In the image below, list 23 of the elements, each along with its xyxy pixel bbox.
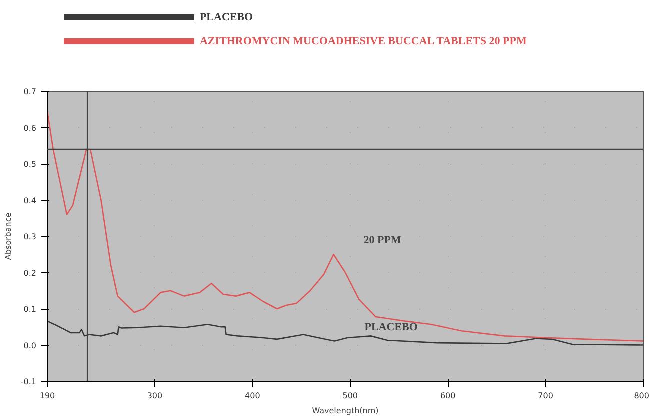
annotation: PLACEBO bbox=[364, 321, 418, 334]
x-tick-label: 190 bbox=[40, 392, 56, 400]
x-axis-title: Wavelength(nm) bbox=[312, 406, 379, 416]
x-tick-label: 600 bbox=[440, 392, 456, 400]
y-tick-label: 0.7 bbox=[24, 88, 37, 96]
annotation: 20 PPM bbox=[364, 234, 402, 247]
y-tick-label: 0.0 bbox=[24, 341, 37, 350]
line-series bbox=[48, 110, 644, 342]
x-tick-label: 500 bbox=[342, 392, 358, 400]
y-tick-label: 0.1 bbox=[24, 305, 37, 314]
y-tick-label: -0.1 bbox=[20, 378, 36, 386]
x-tick-label: 800 bbox=[634, 392, 649, 400]
x-tick-label: 400 bbox=[245, 392, 260, 400]
text: PLACEBO bbox=[200, 12, 254, 24]
x-tick-label: 700 bbox=[538, 392, 554, 400]
y-axis-title: Absorbance bbox=[4, 212, 13, 260]
y-tick-label: 0.4 bbox=[24, 196, 37, 206]
y-tick-label: 0.6 bbox=[24, 124, 37, 133]
y-tick-label: 0.2 bbox=[24, 268, 37, 278]
y-tick-label: 0.3 bbox=[24, 232, 37, 242]
text: AZITHROMYCIN MUCOADHESIVE BUCCAL TABLETS 20 PPM bbox=[200, 36, 528, 48]
y-tick-label: 0.5 bbox=[24, 160, 37, 169]
x-tick-label: 300 bbox=[147, 392, 163, 400]
